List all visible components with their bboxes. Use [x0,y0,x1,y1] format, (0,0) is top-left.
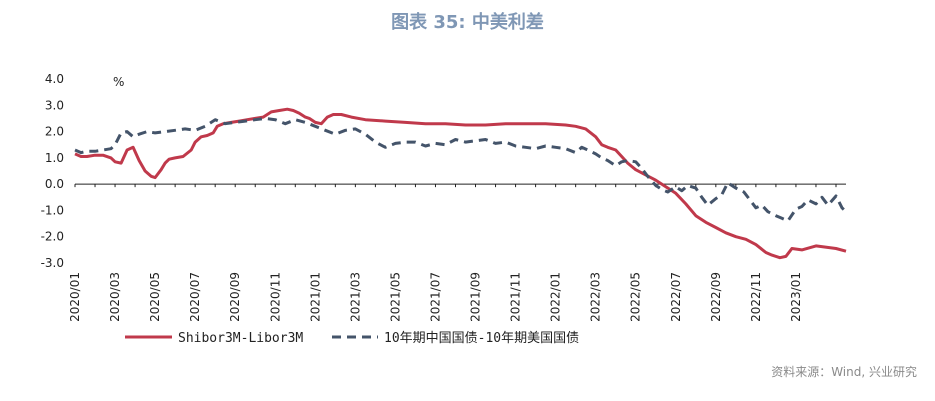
y-tick-label: -3.0 [41,256,64,270]
x-tick-label: 2022/09 [709,272,723,322]
chart-title: 图表 35: 中美利差 [391,12,544,33]
series-line-cn-us-10y [74,116,848,223]
x-tick-label: 2021/03 [348,272,362,322]
x-tick-label: 2022/11 [749,272,763,322]
x-tick-label: 2022/01 [549,272,563,322]
y-tick-label: 0.0 [45,177,64,191]
x-tick-label: 2021/05 [388,272,402,322]
y-axis-tick-labels: 4.0 3.0 2.0 1.0 0.0 -1.0 -2.0 -3.0 [41,72,64,270]
x-tick-label: 2020/03 [108,272,122,322]
x-axis [74,183,846,188]
x-tick-label: 2020/11 [268,272,282,322]
unit-label: % [113,75,124,89]
source-note: 资料来源：Wind, 兴业研究 [771,365,917,379]
series-lines [74,107,848,260]
y-tick-label: 1.0 [45,151,64,165]
y-tick-label: 3.0 [45,98,64,112]
y-tick-label: -1.0 [41,203,64,217]
y-tick-label: 2.0 [45,125,64,139]
legend-label-shibor-libor: Shibor3M-Libor3M [178,331,303,346]
x-tick-label: 2020/05 [148,272,162,322]
x-tick-label: 2021/11 [509,272,523,322]
x-tick-label: 2020/09 [228,272,242,322]
x-tick-label: 2021/09 [469,272,483,322]
x-tick-label: 2022/07 [669,272,683,322]
legend-label-cn-us-10y: 10年期中国国债-10年期美国国债 [384,331,579,346]
y-tick-label: 4.0 [45,72,64,86]
x-tick-label: 2020/01 [68,272,82,322]
series-line-shibor-libor [74,107,847,260]
x-tick-label: 2022/03 [589,272,603,322]
x-tick-label: 2021/01 [308,272,322,322]
y-tick-label: -2.0 [41,230,64,244]
x-tick-label: 2023/01 [789,272,803,322]
x-tick-label: 2022/05 [629,272,643,322]
x-axis-tick-labels: 2020/01 2020/03 2020/05 2020/07 2020/09 2020/… [68,272,803,322]
x-tick-label: 2021/07 [428,272,442,322]
chart-legend: Shibor3M-Libor3M 10年期中国国债-10年期美国国债 [125,331,579,346]
x-tick-label: 2020/07 [188,272,202,322]
